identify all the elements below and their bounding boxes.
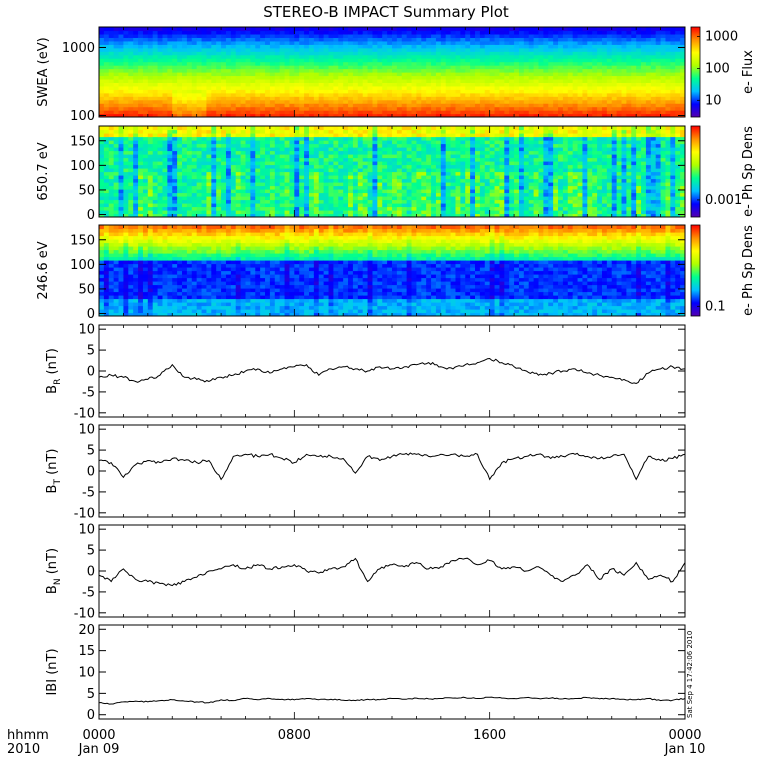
ytick-label: 0 — [87, 365, 95, 380]
colorbar-label-3: e- Ph Sp Dens — [741, 225, 756, 316]
trace-7 — [99, 696, 685, 705]
ytick-label: 5 — [87, 344, 95, 359]
ytick-label: 5 — [87, 444, 95, 459]
ytick-label: 100 — [70, 109, 95, 124]
ytick-label: 0 — [87, 307, 95, 322]
ytick-label: 50 — [78, 183, 95, 198]
ytick-label: 1000 — [62, 41, 95, 56]
ylabel-1: SWEA (eV) — [36, 37, 51, 106]
ytick-label: 10 — [78, 323, 95, 338]
xtick-label: 1600 — [473, 728, 506, 743]
year-label: 2010 — [7, 742, 40, 757]
ytick-label: 0 — [87, 465, 95, 480]
colorbar-tick-label: 0.001 — [705, 193, 742, 208]
chart-title: STEREO-B IMPACT Summary Plot — [263, 3, 509, 21]
xtick-date-label: Jan 10 — [664, 742, 706, 757]
xtick-label: 0000 — [668, 728, 701, 743]
ytick-label: 100 — [70, 159, 95, 174]
time-row-label: hhmm — [7, 728, 49, 743]
panel-6: BN (nT) -10 -5 0 5 10 — [45, 523, 686, 621]
ytick-label: 10 — [78, 666, 95, 681]
ytick-label: 5 — [87, 544, 95, 559]
spectrogram-3 — [99, 225, 685, 316]
panel-7: IBI (nT) 0 5 10 15 20 — [45, 623, 686, 723]
colorbar-3 — [690, 224, 701, 317]
panel-4: BR (nT) -10 -5 0 5 10 — [45, 323, 686, 421]
ytick-label: 0 — [87, 208, 95, 223]
ytick-label: -10 — [74, 506, 95, 521]
ylabel-4: BR (nT) — [45, 348, 63, 394]
ylabel-2: 650.7 eV — [36, 142, 51, 200]
ytick-label: 150 — [70, 134, 95, 149]
colorbar-tick-label: 0.1 — [705, 299, 726, 314]
ylabel-3: 246.6 eV — [36, 241, 51, 299]
colorbar-tick-label: 10 — [705, 93, 722, 108]
colorbar-label-2: e- Ph Sp Dens — [741, 126, 756, 217]
ytick-label: -10 — [74, 606, 95, 621]
plot-timestamp: Sat Sep 4 17:42:06 2010 — [686, 631, 694, 718]
colorbar-tick-label: 100 — [705, 61, 730, 76]
ytick-label: 100 — [70, 258, 95, 273]
ytick-label: 15 — [78, 644, 95, 659]
colorbar-tick-label: 1000 — [705, 30, 738, 45]
spectrogram-2 — [99, 126, 685, 217]
panel-frame — [98, 524, 686, 618]
ytick-label: 5 — [87, 687, 95, 702]
ytick-label: -10 — [74, 406, 95, 421]
panel-frame — [98, 624, 686, 720]
ylabel-5: BT (nT) — [45, 449, 63, 494]
ylabel-6: BN (nT) — [45, 548, 63, 594]
panel-frame — [98, 424, 686, 518]
colorbar-1 — [690, 26, 701, 118]
ytick-label: -5 — [82, 585, 95, 600]
xtick-date-label: Jan 09 — [78, 742, 120, 757]
trace-5 — [99, 452, 685, 481]
ytick-label: 10 — [78, 423, 95, 438]
colorbar-label-1: e- Flux — [741, 50, 756, 94]
xtick-label: 0800 — [278, 728, 311, 743]
panel-frame — [98, 324, 686, 418]
ytick-label: 0 — [87, 565, 95, 580]
panel-5: BT (nT) -10 -5 0 5 10 — [45, 423, 686, 521]
trace-6 — [99, 557, 685, 587]
spectrogram-1 — [99, 27, 685, 117]
ytick-label: 150 — [70, 233, 95, 248]
colorbar-2 — [690, 125, 701, 218]
ytick-label: -5 — [82, 485, 95, 500]
ytick-label: -5 — [82, 385, 95, 400]
ytick-label: 50 — [78, 282, 95, 297]
ylabel-7: IBI (nT) — [45, 648, 60, 695]
ytick-label: 0 — [87, 708, 95, 723]
ytick-label: 20 — [78, 623, 95, 638]
trace-4 — [99, 357, 685, 385]
panel-3: 0.1 e- Ph Sp Dens 246.6 eV 0 50 100 150 — [36, 224, 756, 322]
ytick-label: 10 — [78, 523, 95, 538]
xtick-label: 0000 — [82, 728, 115, 743]
